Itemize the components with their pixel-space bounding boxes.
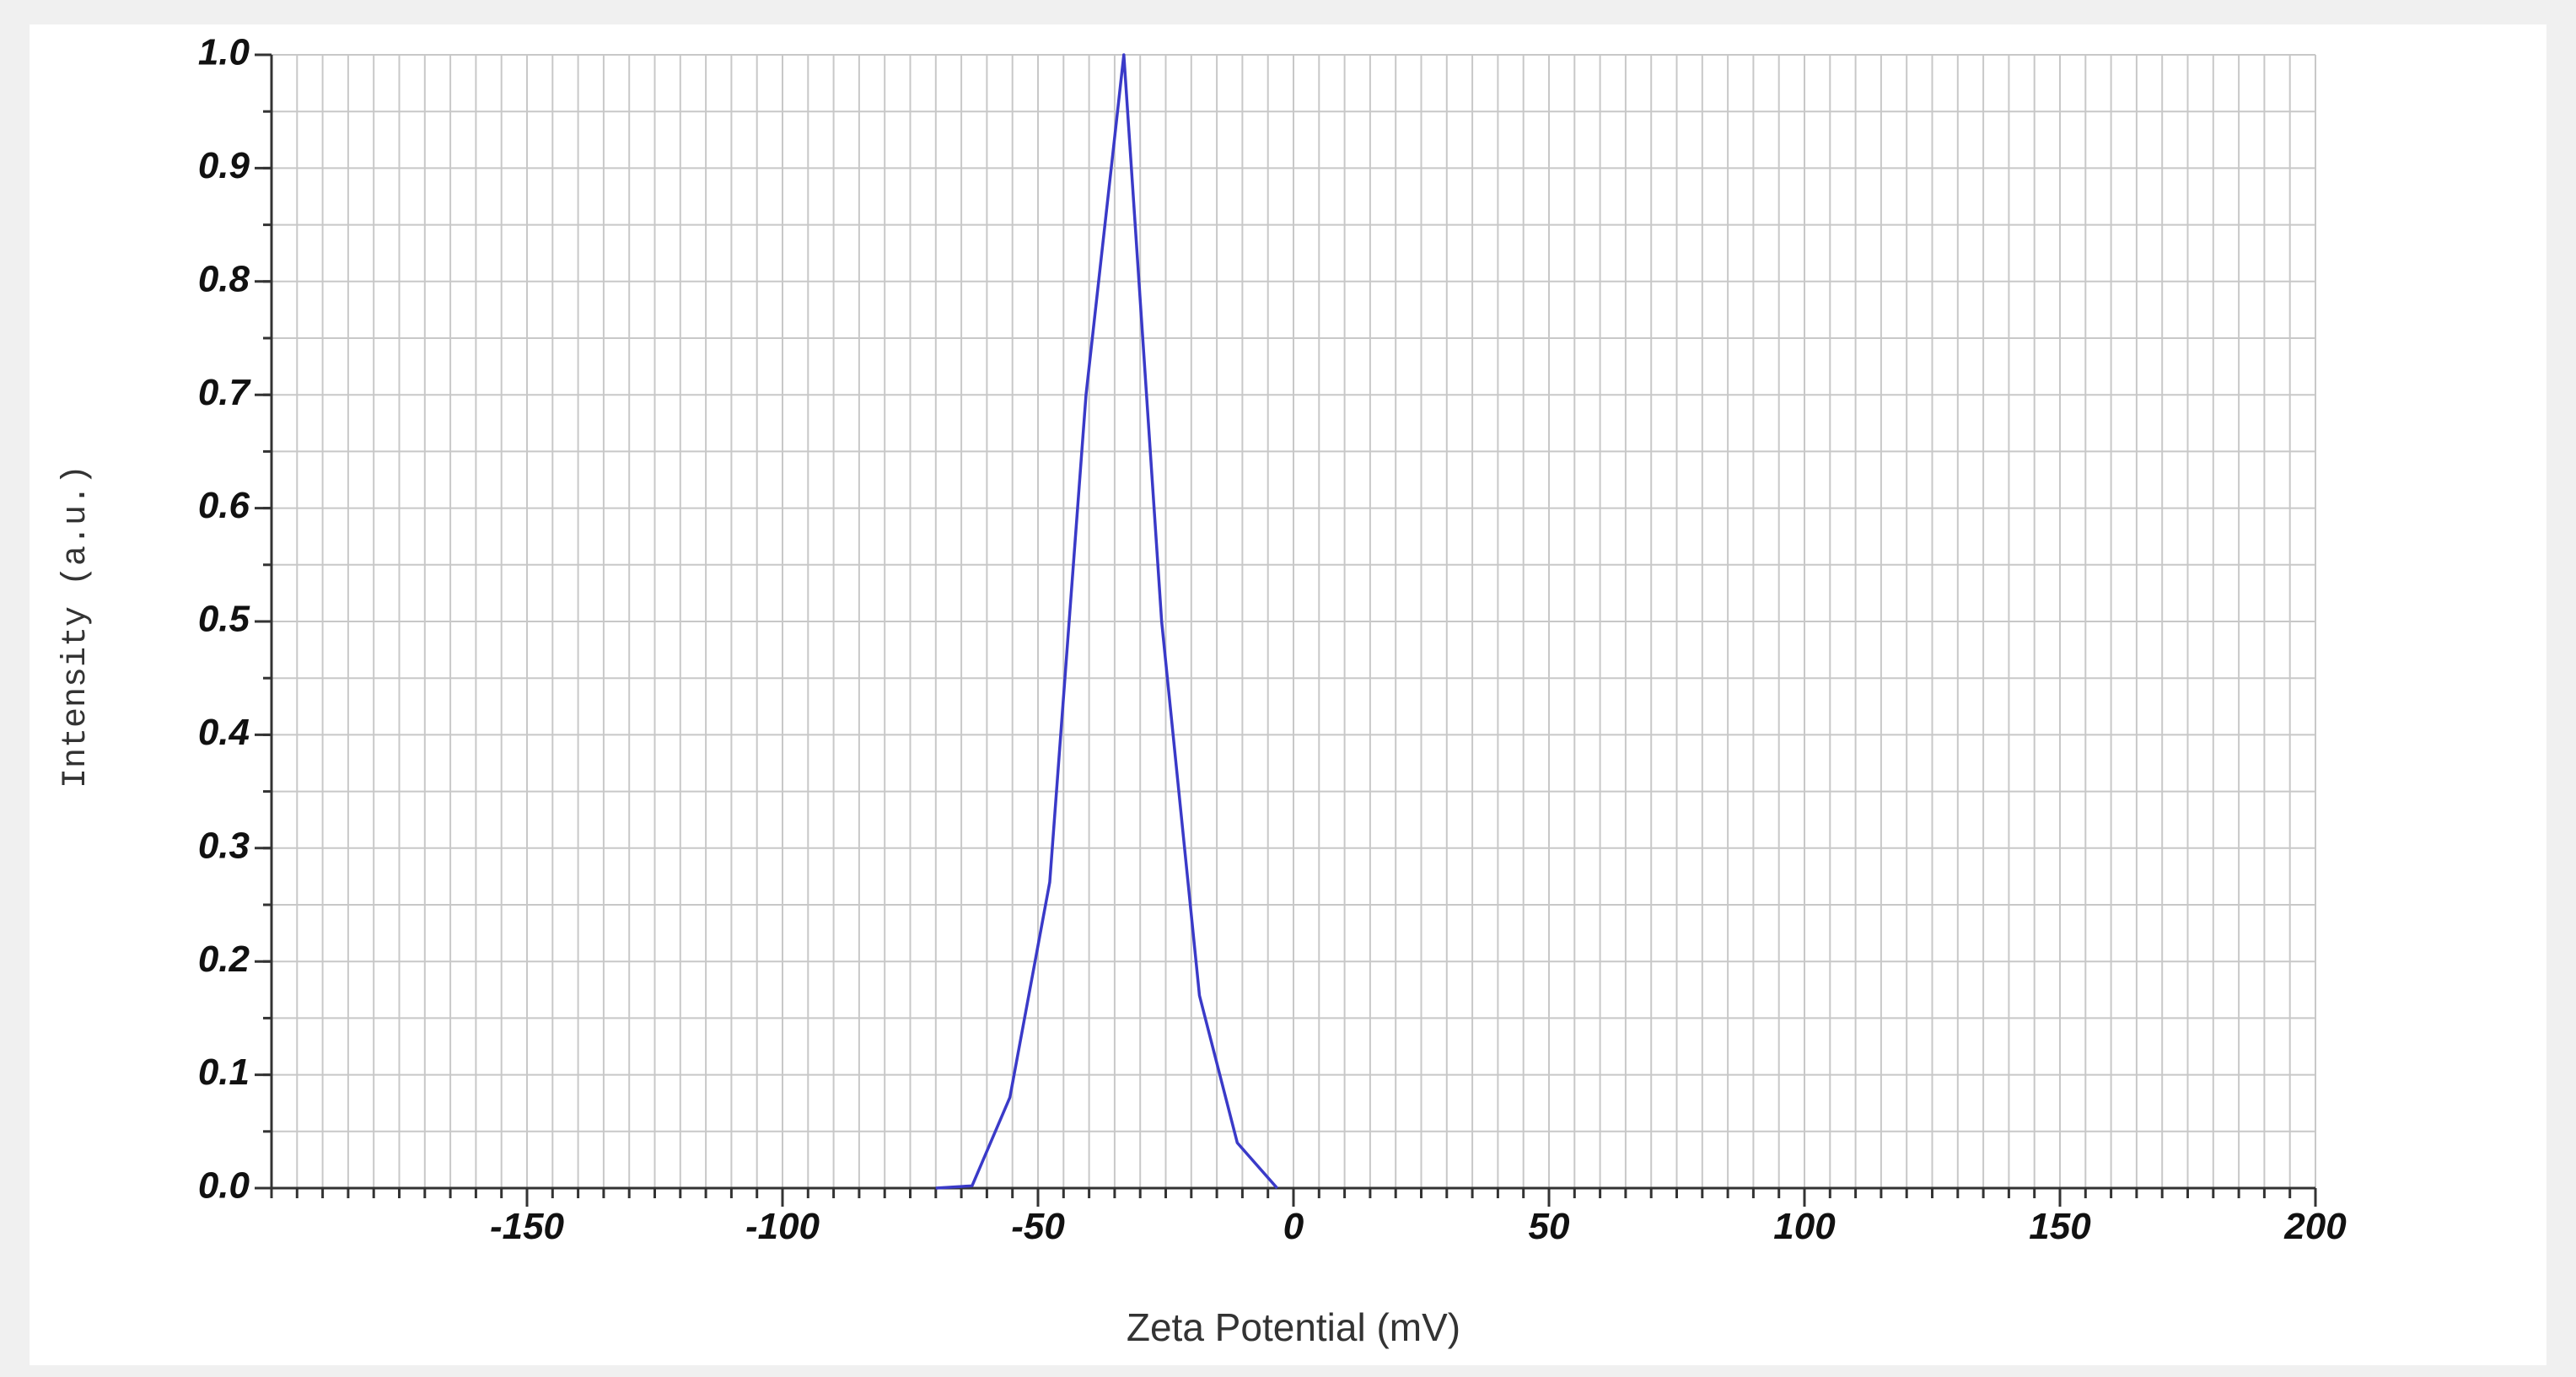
y-tick-label: 0.5 — [198, 599, 250, 640]
y-tick-label: 0.9 — [198, 145, 250, 186]
y-tick-label: 0.7 — [198, 372, 252, 413]
y-tick-label: 0.2 — [198, 939, 250, 980]
y-tick-label: 0.0 — [198, 1165, 250, 1207]
x-tick-label: 150 — [2029, 1206, 2091, 1247]
x-tick-label: 100 — [1773, 1206, 1836, 1247]
y-axis-label: Intensity (a.u.) — [57, 465, 95, 788]
x-tick-label: 50 — [1529, 1206, 1570, 1247]
y-tick-label: 0.6 — [198, 485, 250, 526]
chart-panel — [30, 24, 2546, 1365]
y-tick-label: 0.8 — [198, 258, 250, 299]
y-tick-label: 1.0 — [198, 32, 250, 73]
y-tick-label: 0.1 — [198, 1052, 250, 1093]
y-tick-label: 0.4 — [198, 712, 250, 753]
x-tick-label: 0 — [1283, 1206, 1304, 1247]
y-tick-label: 0.3 — [198, 825, 250, 866]
x-axis-label: Zeta Potential (mV) — [1127, 1305, 1460, 1349]
x-tick-label: -150 — [490, 1206, 565, 1247]
data-line — [935, 53, 1278, 1190]
x-tick-label: -100 — [745, 1206, 820, 1247]
x-tick-label: 200 — [2283, 1206, 2347, 1247]
x-tick-label: -50 — [1011, 1206, 1065, 1247]
